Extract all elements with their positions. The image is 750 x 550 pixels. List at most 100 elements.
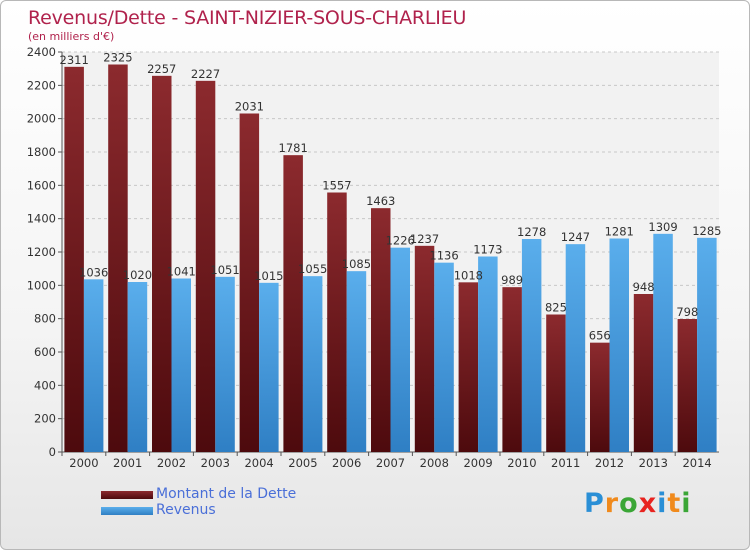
x-tick-label: 2003 bbox=[201, 456, 230, 470]
x-tick-label: 2008 bbox=[420, 456, 449, 470]
data-label-dette: 656 bbox=[589, 329, 611, 343]
logo-letter: P bbox=[584, 488, 605, 519]
bar-dette bbox=[458, 282, 479, 452]
bar-dette bbox=[371, 208, 391, 452]
data-label-dette: 1781 bbox=[279, 141, 308, 155]
logo-letter: t bbox=[667, 488, 682, 519]
data-label-dette: 2031 bbox=[235, 100, 264, 114]
proxiti-logo: Proxiti bbox=[584, 488, 692, 519]
data-label-revenus: 1226 bbox=[386, 234, 415, 248]
bar-dette bbox=[108, 64, 128, 452]
x-tick-label: 2005 bbox=[288, 456, 317, 470]
chart-title: Revenus/Dette - SAINT-NIZIER-SOUS-CHARLI… bbox=[28, 7, 467, 29]
bar-revenus bbox=[259, 282, 279, 452]
bar-revenus bbox=[521, 239, 542, 452]
chart-subtitle: (en milliers d'€) bbox=[28, 30, 115, 43]
y-tick-label: 1200 bbox=[27, 245, 56, 259]
x-tick-label: 2001 bbox=[113, 456, 142, 470]
bar-revenus bbox=[434, 262, 454, 452]
data-label-revenus: 1041 bbox=[167, 265, 196, 279]
bar-dette bbox=[546, 314, 566, 452]
data-label-revenus: 1136 bbox=[429, 249, 458, 263]
legend-label-dette: Montant de la Dette bbox=[156, 486, 297, 502]
logo-letter: i bbox=[681, 488, 692, 519]
y-tick-label: 2000 bbox=[27, 112, 56, 126]
data-label-dette: 1463 bbox=[366, 194, 395, 208]
data-label-revenus: 1278 bbox=[517, 225, 546, 239]
logo-letter: o bbox=[619, 488, 639, 519]
data-label-revenus: 1055 bbox=[298, 262, 327, 276]
bar-dette bbox=[283, 155, 303, 452]
bar-dette bbox=[590, 342, 610, 452]
bar-revenus bbox=[653, 233, 673, 452]
bar-revenus bbox=[302, 276, 323, 452]
logo-letter: i bbox=[657, 488, 668, 519]
x-tick-label: 2006 bbox=[332, 456, 361, 470]
data-label-dette: 2325 bbox=[103, 51, 132, 65]
x-tick-label: 2012 bbox=[595, 456, 624, 470]
x-tick-label: 2002 bbox=[157, 456, 186, 470]
data-label-dette: 2257 bbox=[147, 62, 176, 76]
logo-letter: x bbox=[638, 488, 658, 519]
x-tick-label: 2009 bbox=[463, 456, 492, 470]
bar-dette bbox=[633, 294, 654, 452]
legend-swatch-revenus bbox=[101, 507, 153, 515]
y-tick-label: 1000 bbox=[27, 278, 56, 292]
data-label-revenus: 1051 bbox=[210, 263, 239, 277]
bar-revenus bbox=[171, 278, 191, 452]
x-tick-label: 2013 bbox=[639, 456, 668, 470]
y-tick-label: 600 bbox=[34, 345, 56, 359]
x-tick-label: 2007 bbox=[376, 456, 405, 470]
bar-dette bbox=[152, 75, 172, 452]
bar-dette bbox=[64, 66, 84, 452]
data-label-dette: 948 bbox=[633, 280, 655, 294]
legend-label-revenus: Revenus bbox=[156, 502, 216, 518]
data-label-dette: 1557 bbox=[322, 179, 351, 193]
bar-revenus bbox=[697, 237, 717, 452]
bar-revenus bbox=[478, 256, 498, 452]
data-label-revenus: 1036 bbox=[79, 265, 108, 279]
x-tick-label: 2010 bbox=[507, 456, 536, 470]
data-label-dette: 989 bbox=[501, 273, 523, 287]
y-tick-label: 200 bbox=[34, 412, 56, 426]
bar-dette bbox=[677, 319, 698, 452]
bar-revenus bbox=[609, 238, 629, 452]
data-label-dette: 2311 bbox=[60, 53, 89, 67]
y-tick-label: 400 bbox=[34, 378, 56, 392]
x-tick-label: 2000 bbox=[69, 456, 98, 470]
bar-dette bbox=[414, 245, 435, 452]
legend-swatch-dette bbox=[101, 491, 153, 499]
bar-dette bbox=[195, 80, 216, 452]
y-tick-label: 1800 bbox=[27, 145, 56, 159]
y-tick-label: 1400 bbox=[27, 212, 56, 226]
x-tick-label: 2004 bbox=[244, 456, 273, 470]
data-label-revenus: 1015 bbox=[254, 269, 283, 283]
y-tick-label: 1600 bbox=[27, 178, 56, 192]
data-label-dette: 1237 bbox=[410, 232, 439, 246]
data-label-dette: 2227 bbox=[191, 67, 220, 81]
bar-dette bbox=[239, 113, 260, 452]
data-label-dette: 1018 bbox=[454, 268, 483, 282]
data-label-dette: 825 bbox=[545, 301, 567, 315]
bar-revenus bbox=[346, 271, 367, 452]
data-label-revenus: 1285 bbox=[692, 224, 721, 238]
bar-dette bbox=[327, 192, 347, 452]
bar-revenus bbox=[127, 282, 148, 452]
bar-revenus bbox=[83, 279, 104, 452]
bar-revenus bbox=[215, 276, 235, 452]
y-tick-label: 0 bbox=[49, 445, 56, 459]
y-tick-label: 2400 bbox=[27, 45, 56, 59]
data-label-revenus: 1020 bbox=[123, 268, 152, 282]
x-tick-label: 2011 bbox=[551, 456, 580, 470]
data-label-revenus: 1247 bbox=[561, 230, 590, 244]
bar-revenus bbox=[565, 244, 586, 452]
bar-revenus bbox=[390, 247, 410, 452]
data-label-dette: 798 bbox=[676, 305, 698, 319]
y-tick-label: 800 bbox=[34, 312, 56, 326]
data-label-revenus: 1309 bbox=[648, 220, 677, 234]
data-label-revenus: 1173 bbox=[473, 243, 502, 257]
data-label-revenus: 1281 bbox=[605, 225, 634, 239]
bar-dette bbox=[502, 287, 522, 452]
